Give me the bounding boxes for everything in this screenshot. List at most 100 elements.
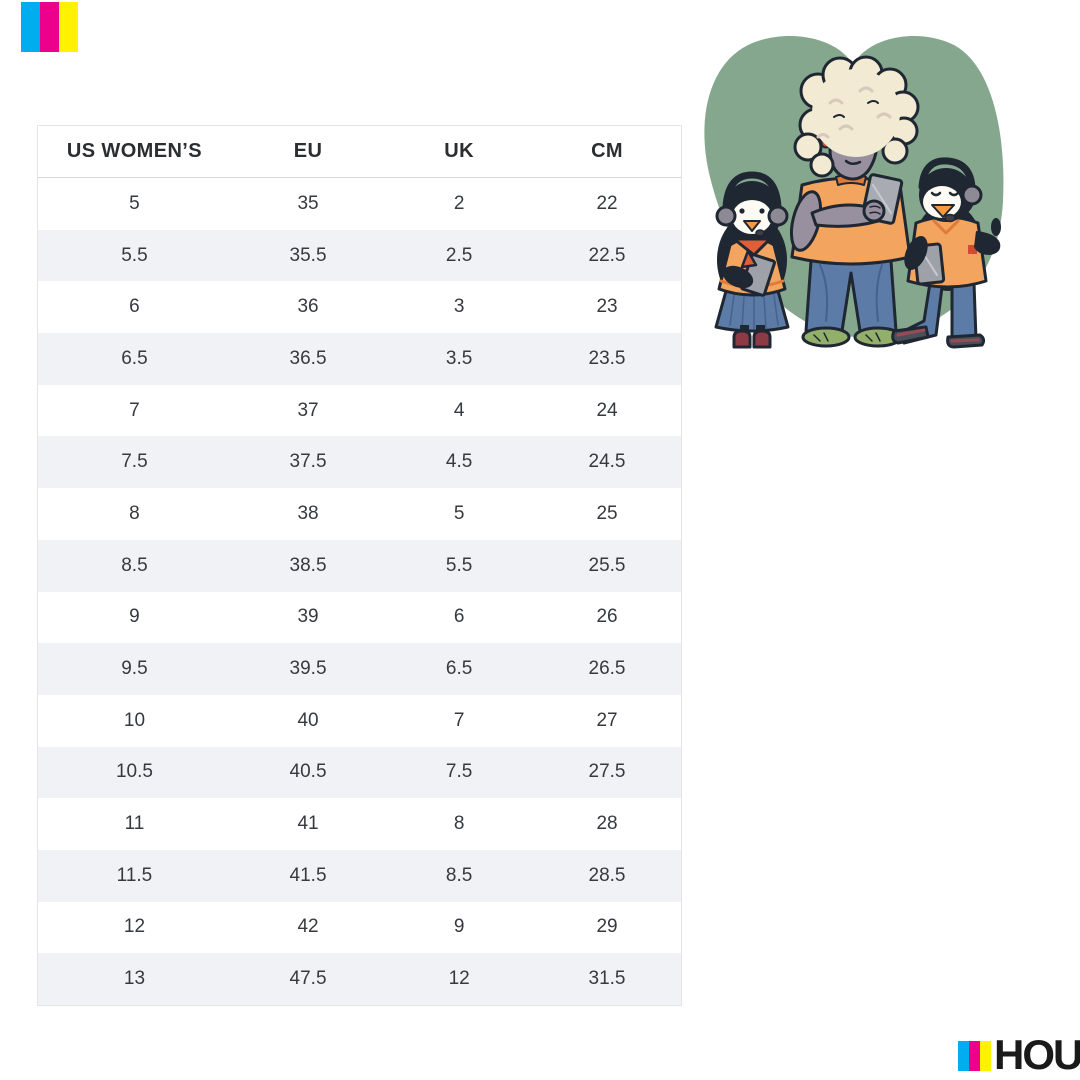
penguin-right-illustration: [891, 157, 1001, 349]
logo-bar-yellow: [980, 1041, 991, 1071]
hou-logo: HOU: [958, 1034, 1080, 1076]
table-row: 11 41 8 28: [38, 798, 681, 850]
table-row: 9 39 6 26: [38, 592, 681, 644]
table-cell: 3: [453, 296, 465, 318]
table-cell: 7: [453, 709, 465, 731]
table-cell: 35.5: [289, 244, 327, 266]
table-cell: 24: [596, 399, 618, 421]
hou-logo-text: HOU: [994, 1034, 1080, 1076]
table-row: 8 38 5 25: [38, 488, 681, 540]
table-cell: 10.5: [115, 761, 153, 783]
table-cell: 37.5: [289, 451, 327, 473]
table-cell: 40.5: [289, 761, 327, 783]
table-cell: 38.5: [289, 554, 327, 576]
table-cell: 2.5: [445, 244, 473, 266]
table-cell: 5.5: [445, 554, 473, 576]
logo-bar-cyan: [958, 1041, 969, 1071]
table-row: 10 40 7 27: [38, 695, 681, 747]
table-cell: 26: [596, 606, 618, 628]
headphones-icon: [722, 171, 782, 211]
table-cell: 10: [123, 709, 146, 731]
table-cell: 7.5: [121, 451, 148, 473]
logo-bar-yellow: [59, 2, 78, 52]
column-header-uk: UK: [444, 140, 474, 162]
table-cell: 42: [297, 916, 319, 938]
table-row: 13 47.5 12 31.5: [38, 953, 681, 1005]
table-cell: 26.5: [588, 658, 626, 680]
table-cell: 31.5: [588, 968, 626, 990]
table-cell: 28.5: [588, 864, 626, 886]
table-row: 9.5 39.5 6.5 26.5: [38, 643, 681, 695]
table-cell: 36: [297, 296, 319, 318]
table-cell: 47.5: [289, 968, 327, 990]
table-cell: 23: [596, 296, 618, 318]
table-cell: 12: [123, 916, 146, 938]
table-cell: 9: [129, 606, 140, 628]
table-cell: 9: [453, 916, 465, 938]
table-row: 6 36 3 23: [38, 281, 681, 333]
table-cell: 6: [453, 606, 465, 628]
table-cell: 22: [596, 192, 618, 214]
table-cell: 5: [129, 192, 140, 214]
table-cell: 35: [297, 192, 319, 214]
size-chart-header-row: US WOMEN’S EU UK CM: [38, 126, 681, 178]
cmy-logo: [21, 2, 78, 52]
table-cell: 4: [453, 399, 465, 421]
column-header-us-womens: US WOMEN’S: [66, 140, 202, 162]
table-row: 12 42 9 29: [38, 902, 681, 954]
table-cell: 25.5: [588, 554, 626, 576]
table-cell: 8.5: [121, 554, 148, 576]
column-header-cm: CM: [591, 140, 623, 162]
table-cell: 6.5: [445, 658, 473, 680]
table-cell: 12: [448, 968, 470, 990]
table-cell: 29: [596, 916, 618, 938]
table-cell: 39.5: [289, 658, 327, 680]
table-cell: 7: [129, 399, 140, 421]
penguin-left-illustration: [714, 171, 790, 349]
table-cell: 11: [124, 813, 145, 835]
table-row: 11.5 41.5 8.5 28.5: [38, 849, 681, 902]
size-chart-body: 5 35 2 2 2 5.5 35.5 2.5 22.5 6 36 3 23 6.5 36.5 3.5 23.5…: [38, 178, 681, 1005]
team-illustration: [704, 35, 1004, 349]
table-cell: 41: [297, 813, 319, 835]
table-row: 5.5 35.5 2.5 22.5: [38, 229, 681, 282]
table-cell: 22.5: [588, 244, 626, 266]
table-row: 8.5 38.5 5.5 25.5: [38, 539, 681, 592]
logo-bar-cyan: [21, 2, 40, 52]
headset-icon: [918, 157, 976, 191]
table-cell: 36.5: [289, 347, 327, 369]
table-row: 7.5 37.5 4.5 24.5: [38, 436, 681, 489]
table-row: 5 35 2 22: [38, 178, 681, 230]
table-cell: 24.5: [588, 451, 626, 473]
column-header-eu: EU: [293, 140, 323, 162]
table-cell: 3.5: [445, 347, 473, 369]
thumbs-up-icon: [991, 218, 1001, 236]
table-cell: 41.5: [289, 864, 327, 886]
table-cell: 40: [297, 709, 319, 731]
table-cell: 11.5: [116, 864, 153, 886]
table-cell: 13: [123, 968, 146, 990]
table-row: 10.5 40.5 7.5 27.5: [38, 746, 681, 799]
table-cell: 8.5: [445, 864, 473, 886]
table-cell: 27.5: [588, 761, 626, 783]
table-cell: 7.5: [445, 761, 473, 783]
size-chart-table: US WOMEN’S EU UK CM 5 35 2 22 5.5 35.5 2.5 22.5…: [37, 125, 682, 1006]
table-cell: 5: [453, 502, 465, 524]
table-cell: 8: [129, 502, 140, 524]
hou-logo-bars: [958, 1041, 991, 1071]
table-cell: 39: [297, 606, 319, 628]
table-cell: 27: [596, 709, 618, 731]
table-row: 6.5 36.5 3.5 23.5: [38, 333, 681, 385]
table-cell: 38: [297, 502, 319, 524]
logo-bar-magenta: [969, 1041, 980, 1071]
table-cell: 8: [453, 813, 465, 835]
table-cell: 28: [596, 813, 618, 835]
table-cell: 23.5: [588, 347, 626, 369]
logo-bar-magenta: [40, 2, 59, 52]
table-cell: 25: [596, 502, 618, 524]
table-cell: 9.5: [121, 658, 148, 680]
table-cell: 6: [129, 296, 140, 318]
table-row: 7 37 4 24: [38, 385, 681, 437]
table-cell: 4.5: [445, 451, 473, 473]
